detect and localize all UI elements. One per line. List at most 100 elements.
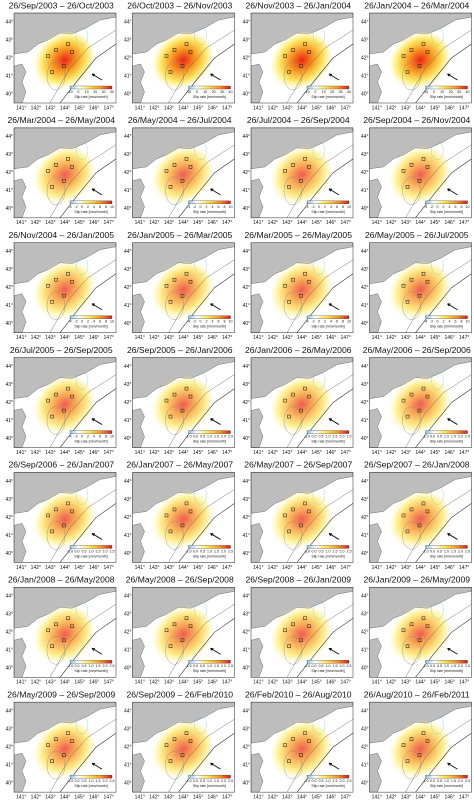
station	[172, 737, 177, 741]
colorbar-tick: 2.0	[103, 779, 108, 783]
lat-label: 40°	[361, 206, 369, 212]
colorbar-label: Slip rate [mm/month]	[193, 440, 226, 444]
map-area	[369, 702, 472, 793]
station	[172, 48, 177, 52]
station	[307, 279, 311, 284]
colorbar-label: Slip rate [mm/month]	[193, 669, 226, 673]
lon-label: 146°	[89, 450, 99, 456]
isodepth	[168, 489, 235, 563]
lat-label: 41°	[361, 188, 369, 194]
station	[417, 293, 422, 298]
lat-label: 43°	[124, 37, 132, 43]
panel-title: 26/Nov/2003 – 26/Jan/2004	[245, 0, 351, 10]
lon-label: 141°	[16, 565, 26, 571]
station	[421, 501, 426, 506]
colorbar-tick: 0.0	[193, 664, 198, 668]
station	[66, 731, 70, 735]
colorbar-tick: 1.5	[96, 549, 101, 553]
panel-title: 26/Sep/2008 – 26/Jan/2009	[245, 575, 351, 585]
station	[299, 64, 303, 68]
colorbar	[425, 85, 468, 90]
lon-label: 146°	[326, 450, 336, 456]
colorbar-tick: 20	[330, 90, 334, 94]
contour	[194, 141, 207, 161]
slip-blob	[385, 606, 450, 667]
lon-label: 143°	[45, 220, 55, 226]
lat-label: 41°	[5, 188, 13, 194]
lon-label: 146°	[207, 565, 217, 571]
station	[417, 523, 422, 528]
lon-label: 147°	[459, 565, 469, 571]
slip-blob	[148, 146, 213, 207]
station	[46, 628, 50, 633]
contour	[283, 61, 303, 91]
isodepth	[168, 29, 235, 103]
map-panel: 26/May/2004 – 26/Jul/2004 141° 142° 143° 144…	[124, 115, 235, 226]
lat-label: 40°	[124, 551, 132, 557]
lon-label: 142°	[31, 335, 41, 341]
colorbar-tick: 0.0	[193, 435, 198, 439]
lon-label: 147°	[222, 680, 232, 686]
station	[184, 386, 189, 391]
colorbar-tick: 40	[466, 90, 470, 94]
colorbar-tick: -2	[430, 205, 433, 209]
lat-label: 43°	[124, 726, 132, 732]
colorbar-tick: 6	[455, 205, 457, 209]
colorbar-tick: -4	[68, 435, 71, 439]
panel-title: 26/Feb/2010 – 26/Aug/2010	[245, 689, 352, 699]
colorbar	[69, 430, 113, 434]
contour	[312, 601, 326, 620]
colorbar-tick: 1.0	[89, 549, 94, 553]
station	[168, 644, 173, 649]
station	[425, 50, 430, 54]
lon-label: 147°	[341, 335, 351, 341]
lon-label: 147°	[459, 220, 469, 226]
lat-label: 41°	[124, 188, 132, 194]
station	[188, 509, 193, 514]
frame	[250, 701, 354, 793]
contour	[165, 521, 184, 550]
colorbar-tick: 10	[229, 320, 233, 324]
colorbar-tick: 6	[218, 205, 220, 209]
colorbar-tick: 10	[466, 205, 470, 209]
lon-label: 146°	[444, 335, 454, 341]
lon-label: 146°	[444, 220, 454, 226]
colorbar-tick: 0	[318, 205, 320, 209]
map-panel: 26/May/2007 – 26/Sep/2007 141° 142° 143° 144…	[242, 460, 354, 571]
lon-label: 142°	[386, 680, 396, 686]
trench	[296, 273, 353, 333]
lat-label: 43°	[5, 612, 13, 618]
trench	[296, 732, 353, 793]
contour	[165, 406, 184, 435]
lat-label: 41°	[242, 648, 250, 654]
lon-label: 144°	[297, 220, 307, 226]
colorbar-tick: 0	[314, 90, 316, 94]
land-honshu	[251, 638, 264, 678]
trench	[415, 273, 472, 333]
lat-label: 43°	[5, 382, 13, 388]
station	[46, 54, 50, 58]
lon-label: 142°	[268, 450, 278, 456]
station	[180, 638, 185, 643]
lon-label: 147°	[341, 450, 351, 456]
station	[70, 165, 74, 169]
colorbar-tick: 0	[196, 90, 198, 94]
lon-label: 142°	[386, 794, 396, 800]
map-panel: 26/Jan/2009 – 26/May/2009 141° 142° 143° 144…	[361, 575, 472, 686]
colorbar-label: Slip rate [mm/month]	[193, 210, 226, 214]
land-honshu	[251, 523, 264, 563]
contour	[75, 26, 89, 46]
contour	[312, 371, 326, 390]
colorbar-tick: 1.5	[451, 779, 456, 783]
station	[46, 743, 50, 747]
lon-label: 145°	[74, 794, 84, 800]
lon-label: 143°	[282, 220, 292, 226]
colorbar-tick: 8	[342, 320, 344, 324]
station	[188, 739, 193, 743]
station	[164, 398, 169, 403]
lon-label: 141°	[16, 794, 26, 800]
arrow	[210, 762, 221, 770]
lat-label: 42°	[242, 515, 250, 521]
lon-label: 143°	[164, 680, 174, 686]
arrow	[328, 303, 340, 311]
